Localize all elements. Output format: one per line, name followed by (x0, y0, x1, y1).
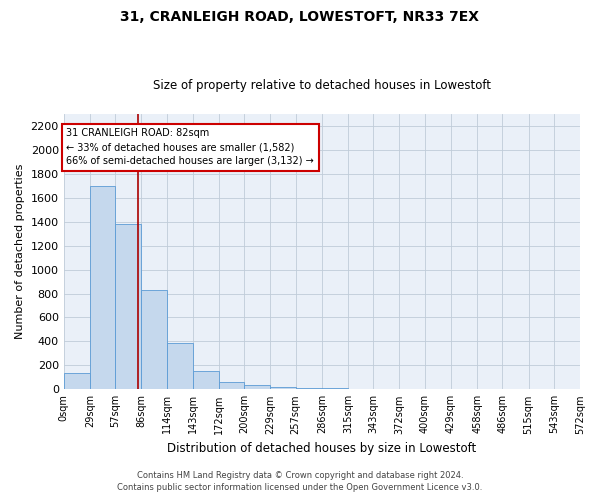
Text: 31, CRANLEIGH ROAD, LOWESTOFT, NR33 7EX: 31, CRANLEIGH ROAD, LOWESTOFT, NR33 7EX (121, 10, 479, 24)
Text: Contains HM Land Registry data © Crown copyright and database right 2024.
Contai: Contains HM Land Registry data © Crown c… (118, 471, 482, 492)
Bar (348, 388, 373, 390)
Bar (271, 387, 296, 390)
Bar (90, 186, 115, 390)
Bar (167, 342, 193, 390)
Bar (244, 384, 271, 390)
Title: Size of property relative to detached houses in Lowestoft: Size of property relative to detached ho… (153, 79, 491, 92)
X-axis label: Distribution of detached houses by size in Lowestoft: Distribution of detached houses by size … (167, 442, 476, 455)
Bar (64, 372, 90, 390)
Bar (193, 371, 219, 390)
Y-axis label: Number of detached properties: Number of detached properties (15, 164, 25, 340)
Bar (141, 290, 167, 390)
Bar (219, 382, 244, 390)
Bar (115, 224, 141, 390)
Bar (322, 388, 348, 390)
Bar (296, 388, 322, 390)
Text: 31 CRANLEIGH ROAD: 82sqm
← 33% of detached houses are smaller (1,582)
66% of sem: 31 CRANLEIGH ROAD: 82sqm ← 33% of detach… (67, 128, 314, 166)
